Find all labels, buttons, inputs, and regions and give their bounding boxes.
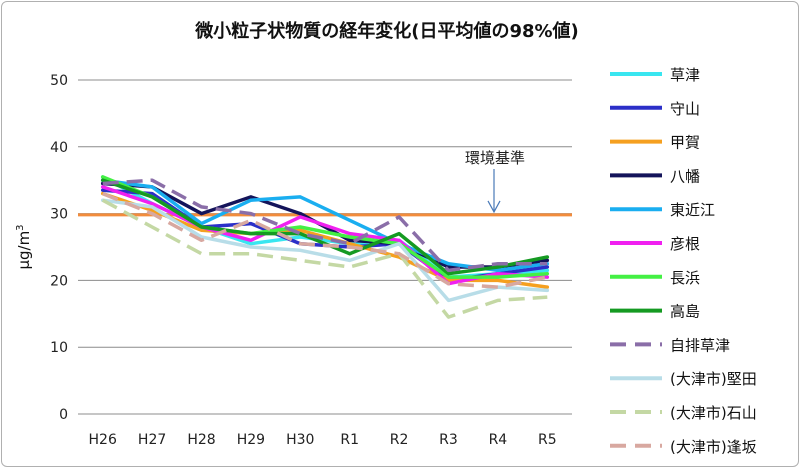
series-line: [102, 178, 548, 273]
annotation-arrow-head: [487, 200, 501, 214]
legend-label: 自排草津: [670, 336, 730, 354]
y-tick-label: 10: [50, 340, 68, 356]
reference-line-label: 環境基準: [465, 149, 525, 167]
y-tick-label: 0: [59, 407, 68, 423]
axis-layer: 0 10 20 30 40 50 H26 H27 H28 H29 H30 R1 R2 R3 R4 R5: [50, 73, 572, 448]
legend-label: (大津市)堅田: [670, 370, 757, 388]
legend-label: 高島: [670, 303, 700, 321]
x-tick-label: R3: [439, 432, 458, 448]
legend-label: 東近江: [670, 201, 715, 219]
y-axis-label: μg/m3: [15, 224, 33, 269]
y-axis-label-sup: 3: [15, 224, 26, 230]
x-tick-label: R4: [489, 432, 508, 448]
legend-label: 八幡: [670, 167, 700, 185]
legend-label: 長浜: [670, 269, 700, 287]
y-tick-label: 50: [50, 73, 68, 89]
series-line: [102, 191, 548, 289]
legend-label: 彦根: [670, 235, 700, 253]
chart-title: 微小粒子状物質の経年変化(日平均値の98%値): [194, 20, 579, 42]
legend-label: (大津市)逢坂: [670, 438, 757, 456]
series-layer: [100, 175, 550, 319]
x-tick-label: H27: [138, 432, 166, 448]
x-tick-label: H28: [187, 432, 215, 448]
legend-label: 甲賀: [670, 134, 700, 152]
x-tick-label: H26: [89, 432, 117, 448]
x-tick-label: R5: [538, 432, 557, 448]
legend-label: 草津: [670, 66, 700, 84]
legend-label: (大津市)石山: [670, 404, 757, 422]
y-tick-label: 40: [50, 140, 68, 156]
y-axis-label-unit: μg/m: [15, 231, 33, 270]
y-tick-label: 30: [50, 207, 68, 223]
y-tick-label: 20: [50, 273, 68, 289]
legend-label: 守山: [670, 100, 700, 118]
x-tick-label: H29: [237, 432, 265, 448]
series-line: [101, 198, 548, 319]
x-tick-label: R1: [340, 432, 359, 448]
x-tick-label: R2: [390, 432, 409, 448]
x-tick-label: H30: [286, 432, 314, 448]
series-line: [100, 198, 550, 303]
